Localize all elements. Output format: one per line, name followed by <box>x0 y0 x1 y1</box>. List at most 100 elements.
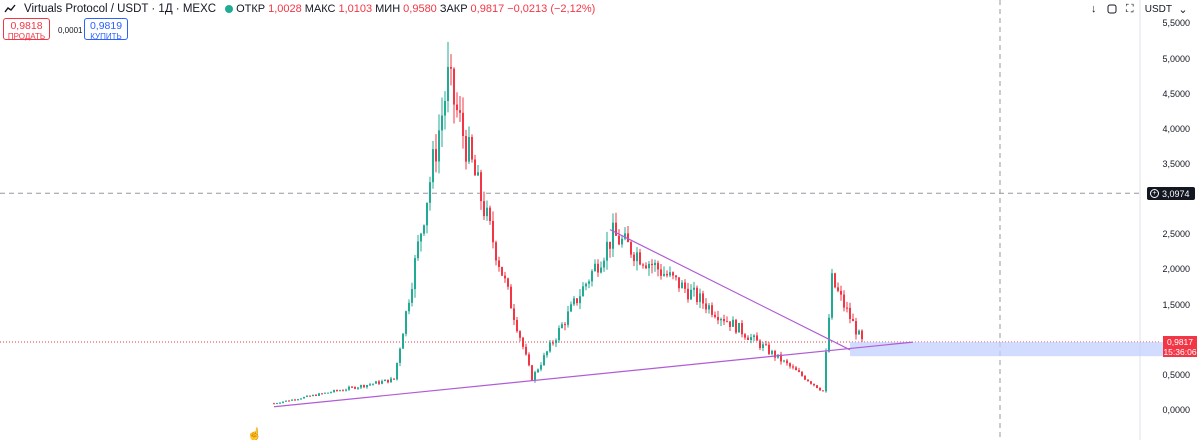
candle <box>750 333 752 344</box>
candle <box>774 349 776 361</box>
candle-body <box>588 281 590 284</box>
arrow-down-icon[interactable]: ↓ <box>1091 3 1097 15</box>
candle <box>822 390 824 392</box>
candle <box>660 263 662 280</box>
candle-body <box>561 324 563 329</box>
candle-body <box>714 314 716 317</box>
candle-body <box>594 263 596 272</box>
candle-body <box>768 344 770 354</box>
symbol-header: Virtuals Protocol / USDT · 1Д · MEXC ОТК… <box>0 0 598 18</box>
candle <box>666 270 668 278</box>
candle-body <box>507 278 509 287</box>
candle-body <box>855 321 857 335</box>
candle-body <box>846 307 848 309</box>
candle-body <box>513 308 515 320</box>
candle <box>429 176 431 211</box>
sell-label: ПРОДАТЬ <box>7 32 46 41</box>
candle <box>618 229 620 246</box>
candle-body <box>621 238 623 245</box>
candle-body <box>381 381 383 384</box>
sell-button[interactable]: 0,9818 ПРОДАТЬ <box>3 18 50 41</box>
candle-body <box>723 318 725 322</box>
candle <box>462 97 464 149</box>
candle-body <box>675 275 677 278</box>
candle <box>291 399 293 401</box>
candle-body <box>291 399 293 401</box>
candle <box>744 333 746 340</box>
candle-body <box>708 305 710 310</box>
candle-body <box>309 395 311 397</box>
candle-body <box>549 342 551 352</box>
candle <box>273 402 275 405</box>
chevron-down-icon[interactable]: ⌄ <box>1178 3 1188 16</box>
candle-body <box>834 273 836 288</box>
candle-body <box>360 385 362 388</box>
candle <box>348 385 350 391</box>
candle <box>363 384 365 389</box>
symbol-title[interactable]: Virtuals Protocol / USDT · 1Д · MEXC <box>24 3 217 15</box>
candle <box>759 339 761 351</box>
candle <box>693 281 695 297</box>
candle <box>417 234 419 261</box>
candle <box>276 402 278 405</box>
candle <box>717 310 719 325</box>
candle <box>846 301 848 313</box>
candle-body <box>636 252 638 262</box>
currency-selector[interactable]: USDT <box>1144 3 1172 15</box>
fullscreen-icon[interactable]: ⛶ <box>1125 2 1134 15</box>
candle <box>444 91 446 130</box>
candle <box>567 305 569 328</box>
high-value: 1,0103 <box>338 3 373 15</box>
candle-body <box>543 355 545 366</box>
price-tick-label: 3,5000 <box>1162 158 1190 169</box>
candle <box>345 388 347 392</box>
candle-body <box>297 399 299 401</box>
candle <box>612 213 614 258</box>
candle <box>654 259 656 272</box>
candle-body <box>462 112 464 137</box>
candle-body <box>396 362 398 380</box>
candle-body <box>738 322 740 333</box>
candle-body <box>312 394 314 396</box>
candle-body <box>405 311 407 334</box>
candle-body <box>606 241 608 261</box>
buy-button[interactable]: 0,9819 КУПИТЬ <box>84 18 128 41</box>
candle-body <box>414 258 416 290</box>
candle <box>426 202 428 234</box>
candle-body <box>744 334 746 338</box>
candle <box>318 392 320 397</box>
candle <box>582 282 584 297</box>
settings-icon[interactable] <box>1105 2 1119 16</box>
candle-body <box>480 172 482 202</box>
low-value: 0,9580 <box>403 3 437 15</box>
candle-body <box>279 402 281 404</box>
candle <box>531 364 533 381</box>
candle <box>741 320 743 338</box>
candle-body <box>417 241 419 259</box>
candle-body <box>273 403 275 405</box>
candle <box>687 282 689 303</box>
candle <box>324 392 326 394</box>
candle-body <box>591 271 593 282</box>
plus-icon[interactable]: + <box>1150 189 1159 198</box>
candle <box>312 394 314 397</box>
candle-body <box>411 289 413 303</box>
candle-body <box>459 110 461 113</box>
candle <box>705 298 707 314</box>
candle <box>525 343 527 356</box>
candle-body <box>537 369 539 373</box>
candle <box>711 302 713 318</box>
candle-body <box>717 316 719 321</box>
candle <box>579 289 581 310</box>
candle-body <box>618 235 620 245</box>
candle <box>651 259 653 274</box>
candle <box>297 398 299 401</box>
candle <box>366 384 368 389</box>
candle-body <box>690 289 692 300</box>
candle-body <box>372 383 374 385</box>
candle-body <box>552 342 554 344</box>
candle-body <box>477 172 479 176</box>
candle <box>330 391 332 394</box>
change-value: −0,0213 (−2,12%) <box>507 3 596 15</box>
